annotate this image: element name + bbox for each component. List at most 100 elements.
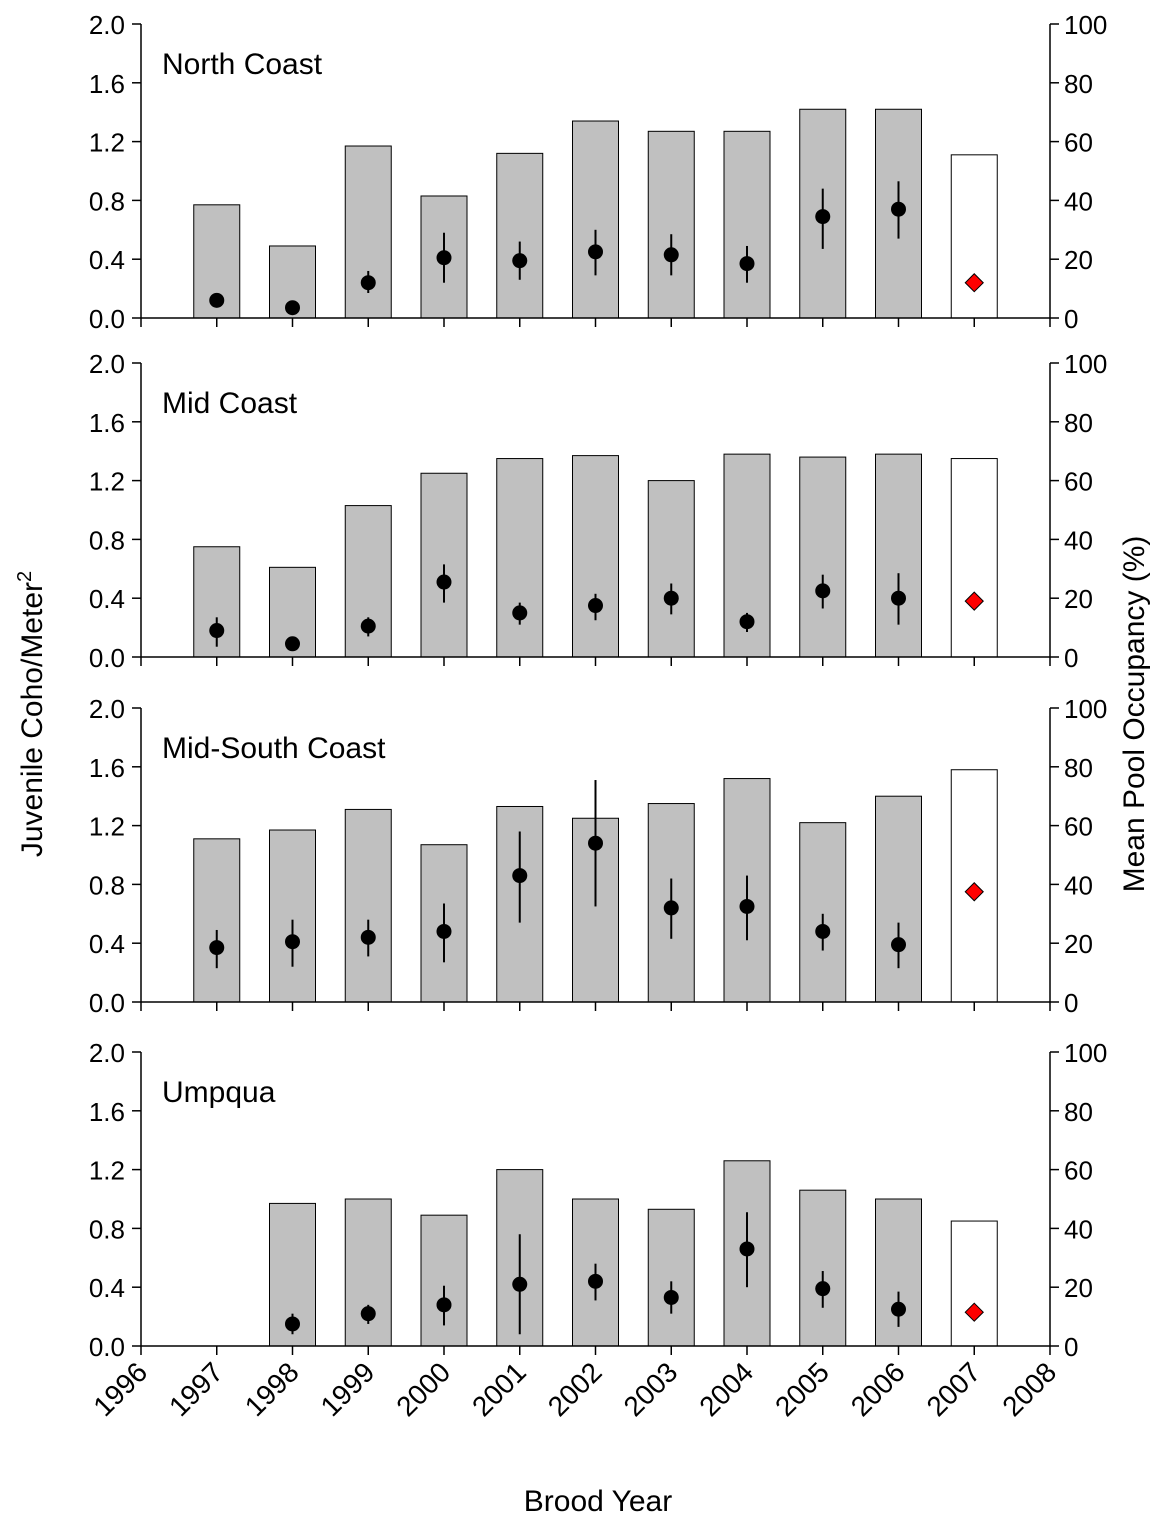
panel-title: Mid-South Coast: [162, 732, 386, 765]
right-tick-label: 60: [1064, 812, 1093, 842]
panel-title: North Coast: [162, 48, 323, 81]
left-tick-label: 1.6: [89, 69, 125, 99]
bar: [344, 808, 392, 1003]
bar: [572, 455, 619, 658]
right-tick-label: 100: [1064, 10, 1107, 40]
right-tick-label: 60: [1064, 467, 1093, 497]
bar: [193, 838, 241, 1003]
data-point: [891, 590, 906, 606]
left-tick-label: 2.0: [89, 10, 125, 40]
x-tick-label: 2006: [845, 1356, 911, 1422]
data-point: [285, 636, 300, 652]
data-point: [815, 1281, 831, 1297]
right-tick-label: 0: [1064, 304, 1078, 334]
right-tick-label: 80: [1064, 1097, 1093, 1127]
bar: [723, 130, 771, 319]
data-point: [663, 1289, 679, 1305]
data-point: [360, 275, 376, 291]
x-tick-label: 2000: [390, 1356, 456, 1422]
left-tick-label: 0.0: [89, 304, 125, 334]
bar: [647, 130, 695, 319]
x-tick-label: 2005: [769, 1356, 835, 1422]
right-tick-label: 60: [1064, 1156, 1093, 1186]
left-tick-label: 1.6: [89, 753, 125, 783]
left-tick-label: 0.8: [89, 1214, 125, 1244]
right-tick-label: 100: [1064, 349, 1107, 379]
bar: [344, 145, 392, 319]
data-point: [663, 900, 679, 916]
right-tick-label: 20: [1064, 584, 1093, 614]
data-point: [588, 244, 603, 260]
right-tick-label: 80: [1064, 69, 1093, 99]
left-tick-label: 0.0: [89, 643, 125, 673]
right-tick-label: 0: [1064, 988, 1078, 1018]
bar: [950, 458, 998, 658]
x-tick-label: 1996: [87, 1356, 153, 1422]
data-point: [588, 1273, 603, 1289]
data-point: [209, 623, 225, 639]
data-point: [588, 835, 603, 851]
data-point: [360, 618, 376, 634]
panel-title: Mid Coast: [162, 387, 298, 420]
bar: [496, 458, 544, 658]
data-point: [512, 868, 528, 884]
panel-2: 0.0 0.4 0.8 1.2 1.6 2.0 0 20 40 60 80 100 Mid-South …: [89, 694, 1108, 1018]
data-point: [739, 898, 755, 914]
bar: [647, 1208, 695, 1347]
data-point: [891, 1301, 906, 1317]
right-tick-label: 0: [1064, 1332, 1078, 1362]
right-tick-label: 20: [1064, 929, 1093, 959]
left-tick-label: 0.4: [89, 1273, 125, 1303]
right-tick-label: 80: [1064, 753, 1093, 783]
data-point: [512, 253, 528, 269]
left-tick-label: 1.6: [89, 1097, 125, 1127]
data-point: [891, 201, 906, 217]
data-point: [285, 1316, 300, 1332]
left-tick-label: 1.2: [89, 812, 125, 842]
x-tick-label: 1999: [315, 1356, 381, 1422]
data-point-diamond: [964, 591, 984, 611]
x-tick-label: 2003: [618, 1356, 684, 1422]
left-tick-label: 0.8: [89, 525, 125, 555]
data-point-diamond: [964, 273, 984, 293]
data-point: [512, 605, 528, 621]
bar: [496, 152, 544, 319]
bar: [875, 453, 922, 658]
x-tick-labels: 1996 1997 1998 1999 2000 2001 2002 2003 2004 2005…: [87, 1356, 1062, 1422]
x-tick-label: 2008: [996, 1356, 1062, 1422]
left-tick-label: 0.4: [89, 929, 125, 959]
data-point-diamond: [964, 882, 984, 902]
data-point: [815, 583, 831, 599]
x-tick-label: 2007: [921, 1356, 987, 1422]
data-point: [739, 1241, 755, 1257]
x-tick-label: 1998: [239, 1356, 305, 1422]
data-point: [815, 209, 831, 225]
left-tick-label: 2.0: [89, 1038, 125, 1068]
right-tick-label: 100: [1064, 694, 1107, 724]
bar: [647, 480, 695, 658]
right-tick-label: 80: [1064, 408, 1093, 438]
panel-0: 0.0 0.4 0.8 1.2 1.6 2.0 0 20 40 60 80 100 North Coas…: [89, 10, 1108, 334]
right-tick-label: 20: [1064, 1273, 1093, 1303]
data-point: [663, 247, 679, 263]
bar: [799, 822, 847, 1003]
y-axis-label-right: Mean Pool Occupancy (%): [1118, 536, 1151, 893]
x-tick-label: 2002: [542, 1356, 608, 1422]
left-tick-label: 2.0: [89, 349, 125, 379]
data-point: [512, 1276, 528, 1292]
left-tick-label: 1.2: [89, 128, 125, 158]
data-point: [588, 598, 603, 614]
data-point: [360, 1306, 376, 1322]
data-point: [891, 937, 906, 953]
x-tick-label: 2004: [693, 1356, 759, 1422]
left-tick-label: 1.2: [89, 1156, 125, 1186]
left-tick-label: 1.2: [89, 467, 125, 497]
y-axis-label-left-superscript: 2: [14, 571, 36, 582]
data-point: [815, 923, 831, 939]
x-tick-label: 2001: [466, 1356, 532, 1422]
chart-panels: 0.0 0.4 0.8 1.2 1.6 2.0 0 20 40 60 80 100 North Coas…: [87, 10, 1107, 1422]
left-tick-label: 0.0: [89, 1332, 125, 1362]
bar: [420, 1214, 468, 1347]
y-axis-label-left-text: Juvenile Coho/Meter: [16, 582, 49, 857]
